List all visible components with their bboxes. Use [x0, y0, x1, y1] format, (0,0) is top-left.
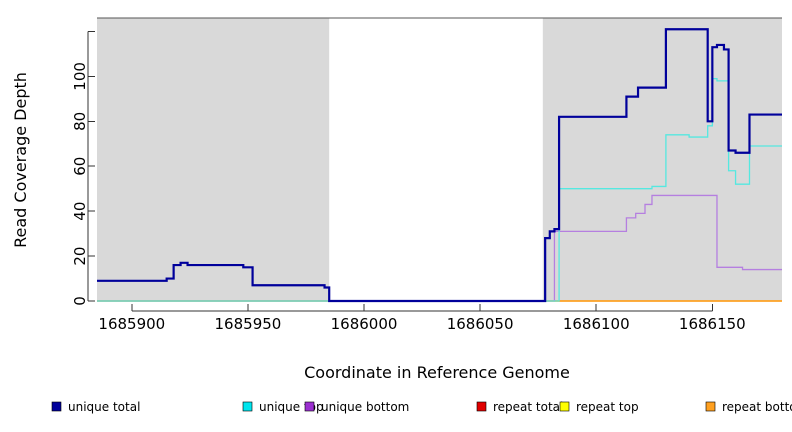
x-tick-label: 1686000 [331, 315, 398, 333]
x-tick-label: 1686150 [679, 315, 746, 333]
legend-label: unique bottom [321, 400, 409, 414]
series-lines [97, 28, 782, 303]
y-tick-label: 80 [71, 112, 89, 131]
y-tick-label: 40 [71, 202, 89, 221]
legend-swatch [51, 401, 62, 412]
x-tick-label: 1685950 [215, 315, 282, 333]
legend-swatch [705, 401, 716, 412]
y-axis-title: Read Coverage Depth [11, 72, 30, 248]
legend-label: unique total [68, 400, 140, 414]
y-tick-label: 60 [71, 157, 89, 176]
x-tick-label: 1686050 [447, 315, 514, 333]
x-axis-title: Coordinate in Reference Genome [304, 363, 570, 382]
shaded-repeat-regions [97, 18, 782, 301]
series-line-unique-bottom [97, 194, 782, 302]
legend-swatch [242, 401, 253, 412]
legend-swatch [304, 401, 315, 412]
legend-swatch [559, 401, 570, 412]
series-line-unique-top [97, 77, 782, 302]
shaded-region [97, 18, 330, 301]
x-axis: 1685900 1685950 1686000 1686050 1686100 16861… [98, 304, 746, 333]
legend-swatch [476, 401, 487, 412]
x-tick-label: 1685900 [98, 315, 165, 333]
x-tick-label: 1686100 [563, 315, 630, 333]
y-axis: 0 20 40 60 80 100 [71, 30, 95, 306]
legend-label: repeat bottom [722, 400, 792, 414]
y-tick-label: 0 [71, 296, 89, 306]
y-tick-label: 20 [71, 247, 89, 266]
legend-label: repeat top [576, 400, 639, 414]
y-tick-label: 100 [71, 62, 89, 91]
shaded-region [542, 18, 782, 301]
legend-label: repeat total [493, 400, 563, 414]
series-line-unique-total [97, 28, 782, 303]
